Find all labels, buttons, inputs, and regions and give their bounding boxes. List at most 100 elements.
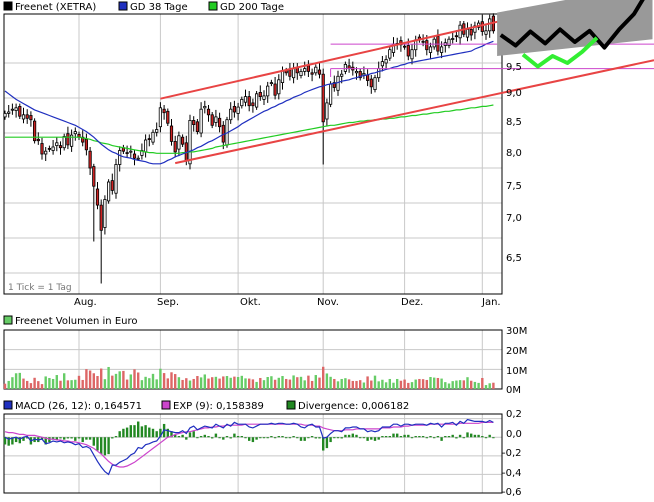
candle-body: [354, 71, 359, 74]
divergence-bar: [174, 434, 177, 438]
candle-body: [92, 166, 96, 187]
volume-bar: [488, 383, 491, 389]
volume-bar: [292, 375, 295, 389]
divergence-bar: [273, 437, 277, 439]
y-tick-label: 7,5: [506, 181, 522, 192]
volume-bar: [233, 376, 236, 389]
volume-bar: [7, 380, 10, 389]
volume-bar: [314, 375, 317, 389]
channel-lower-line: [174, 59, 654, 165]
volume-bar: [473, 381, 477, 389]
volume-bar: [414, 379, 417, 389]
candle-body: [291, 68, 296, 79]
divergence-bar: [88, 437, 92, 440]
divergence-bar: [85, 437, 88, 440]
divergence-bar: [81, 437, 84, 443]
volume-bar: [318, 377, 321, 389]
candle-body: [158, 107, 162, 128]
candle-body: [62, 136, 66, 149]
divergence-bar: [466, 432, 469, 438]
legend-label-exp: EXP (9): 0,158389: [173, 401, 264, 412]
candle-body: [266, 85, 270, 97]
divergence-bar: [392, 433, 395, 438]
volume-bar: [137, 372, 140, 389]
volume-bar: [96, 376, 99, 389]
volume-bar: [373, 375, 377, 389]
y-tick-label: 9,0: [506, 88, 522, 99]
candle-body: [132, 153, 137, 159]
candle-body: [229, 108, 233, 121]
volume-bar: [344, 378, 347, 389]
volume-marks: [3, 366, 495, 389]
divergence-bar: [481, 436, 484, 438]
legend-swatch-volume: [3, 315, 13, 325]
candle-body: [7, 111, 11, 114]
divergence-bar: [288, 437, 292, 439]
volume-bar: [403, 379, 406, 389]
price-panel: Freenet (XETRA) GD 38 Tage GD 200 Tage 9…: [3, 0, 654, 308]
volume-bar: [392, 382, 395, 389]
volume-bar: [155, 379, 158, 389]
candle-body: [47, 147, 52, 150]
candle-body: [236, 106, 240, 114]
y-tick-label: 30M: [506, 326, 527, 337]
candle-body: [251, 102, 255, 107]
forecast-band: [497, 0, 653, 56]
divergence-bar: [207, 436, 210, 438]
divergence-bar: [118, 431, 121, 438]
candle-body: [73, 131, 77, 135]
candle-body: [425, 40, 429, 51]
candle-body: [81, 136, 85, 143]
price-frame: [3, 13, 503, 295]
volume-bar: [111, 375, 114, 389]
candle-body: [147, 138, 151, 141]
divergence-bar: [458, 434, 462, 438]
volume-bar: [244, 378, 247, 389]
candle-body: [70, 134, 74, 147]
candle-body: [118, 150, 122, 165]
volume-bar: [222, 376, 225, 389]
volume-bar: [270, 376, 273, 389]
candle-body: [362, 73, 366, 76]
volume-bar: [481, 377, 484, 389]
divergence-bar: [325, 437, 329, 449]
candle-body: [299, 71, 303, 77]
volume-bar: [129, 374, 132, 389]
volume-bar: [3, 383, 7, 389]
volume-bar: [192, 378, 195, 389]
divergence-bar: [148, 427, 151, 438]
candle-body: [136, 157, 140, 160]
candle-body: [95, 188, 100, 206]
candle-body: [384, 59, 388, 64]
divergence-bar: [492, 437, 495, 439]
macd-panel: MACD (26, 12): 0,164571 EXP (9): 0,15838…: [3, 400, 522, 498]
candle-body: [317, 69, 322, 75]
candle-body: [151, 131, 155, 143]
divergence-bar: [270, 436, 273, 438]
volume-bar: [88, 370, 92, 389]
divergence-bar: [3, 437, 7, 445]
divergence-bar: [396, 433, 399, 438]
divergence-bar: [488, 434, 491, 438]
volume-bar: [436, 377, 440, 389]
y-tick-label: 0,2: [506, 409, 522, 420]
divergence-bar: [55, 437, 58, 440]
macd-y-axis: 0,2 0,0 -0,2 -0,4 -0,6: [502, 409, 522, 498]
divergence-bar: [74, 437, 77, 441]
candle-body: [180, 136, 185, 145]
volume-bar: [447, 383, 451, 389]
volume-bar: [170, 372, 173, 389]
candle-body: [140, 150, 144, 156]
candle-body: [40, 143, 44, 155]
divergence-bar: [425, 437, 428, 439]
candle-body: [18, 106, 22, 117]
candle-body: [343, 64, 348, 72]
volume-bar: [351, 380, 354, 389]
candle-body: [303, 68, 307, 72]
volume-bar: [407, 382, 410, 389]
candle-body: [406, 45, 410, 57]
price-y-axis: 9,5 9,0 8,5 8,0 7,5 7,0 6,5: [506, 62, 522, 264]
volume-bar: [181, 379, 184, 389]
candle-body: [380, 61, 385, 67]
divergence-bar: [366, 437, 369, 441]
